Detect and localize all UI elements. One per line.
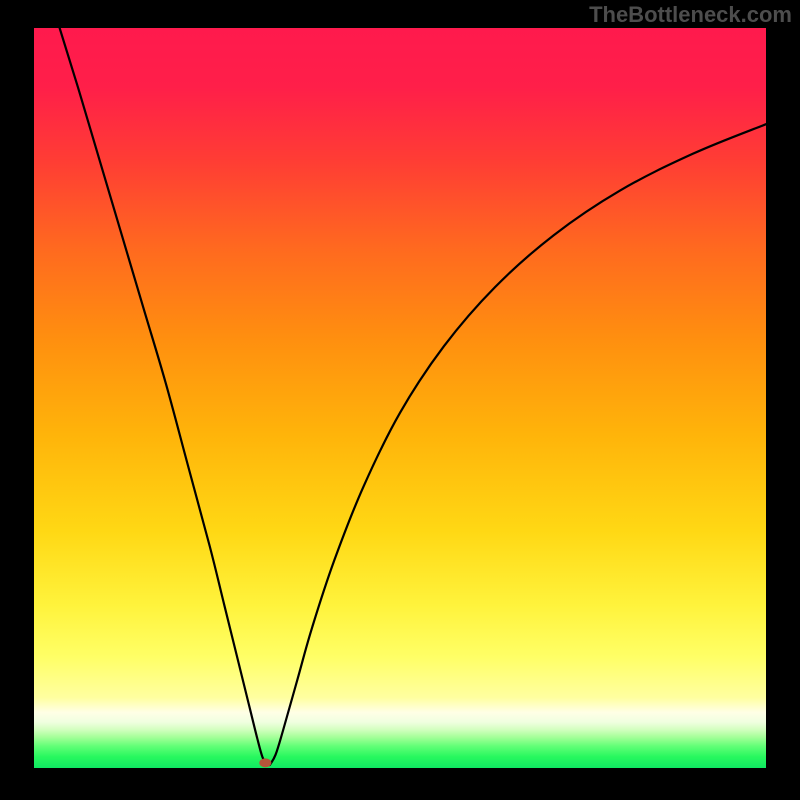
attribution-text: TheBottleneck.com	[589, 2, 792, 28]
bottleneck-chart	[0, 0, 800, 800]
chart-container: TheBottleneck.com	[0, 0, 800, 800]
plot-background	[34, 28, 766, 768]
minimum-marker	[259, 758, 271, 767]
